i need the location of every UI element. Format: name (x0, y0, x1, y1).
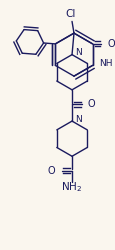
Text: O: O (87, 100, 95, 110)
Text: NH: NH (99, 59, 112, 68)
Text: O: O (106, 39, 114, 49)
Text: NH$_2$: NH$_2$ (61, 181, 82, 194)
Text: N: N (75, 115, 82, 124)
Text: Cl: Cl (64, 8, 75, 18)
Text: O: O (47, 166, 55, 176)
Text: N: N (75, 48, 82, 57)
